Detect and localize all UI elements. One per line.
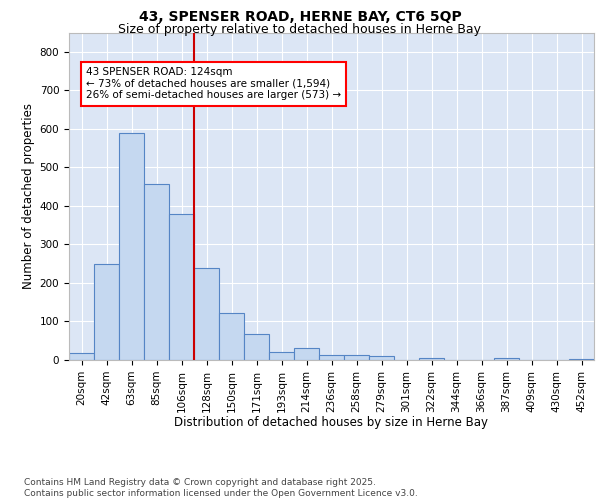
Bar — [169, 214, 194, 360]
Bar — [369, 356, 394, 360]
Text: 43 SPENSER ROAD: 124sqm
← 73% of detached houses are smaller (1,594)
26% of semi: 43 SPENSER ROAD: 124sqm ← 73% of detache… — [86, 67, 341, 100]
Bar — [244, 334, 269, 360]
Bar — [194, 268, 219, 360]
Text: 43, SPENSER ROAD, HERNE BAY, CT6 5QP: 43, SPENSER ROAD, HERNE BAY, CT6 5QP — [139, 10, 461, 24]
Bar — [294, 348, 319, 360]
Bar — [319, 354, 344, 360]
Bar — [69, 353, 94, 360]
Bar — [269, 352, 294, 360]
Bar — [344, 356, 369, 360]
Bar — [494, 358, 519, 360]
Bar — [569, 359, 594, 360]
Bar — [144, 184, 169, 360]
Y-axis label: Number of detached properties: Number of detached properties — [22, 104, 35, 289]
X-axis label: Distribution of detached houses by size in Herne Bay: Distribution of detached houses by size … — [175, 416, 488, 429]
Bar — [219, 313, 244, 360]
Bar — [119, 132, 144, 360]
Bar — [94, 264, 119, 360]
Text: Contains HM Land Registry data © Crown copyright and database right 2025.
Contai: Contains HM Land Registry data © Crown c… — [24, 478, 418, 498]
Text: Size of property relative to detached houses in Herne Bay: Size of property relative to detached ho… — [119, 22, 482, 36]
Bar — [419, 358, 444, 360]
